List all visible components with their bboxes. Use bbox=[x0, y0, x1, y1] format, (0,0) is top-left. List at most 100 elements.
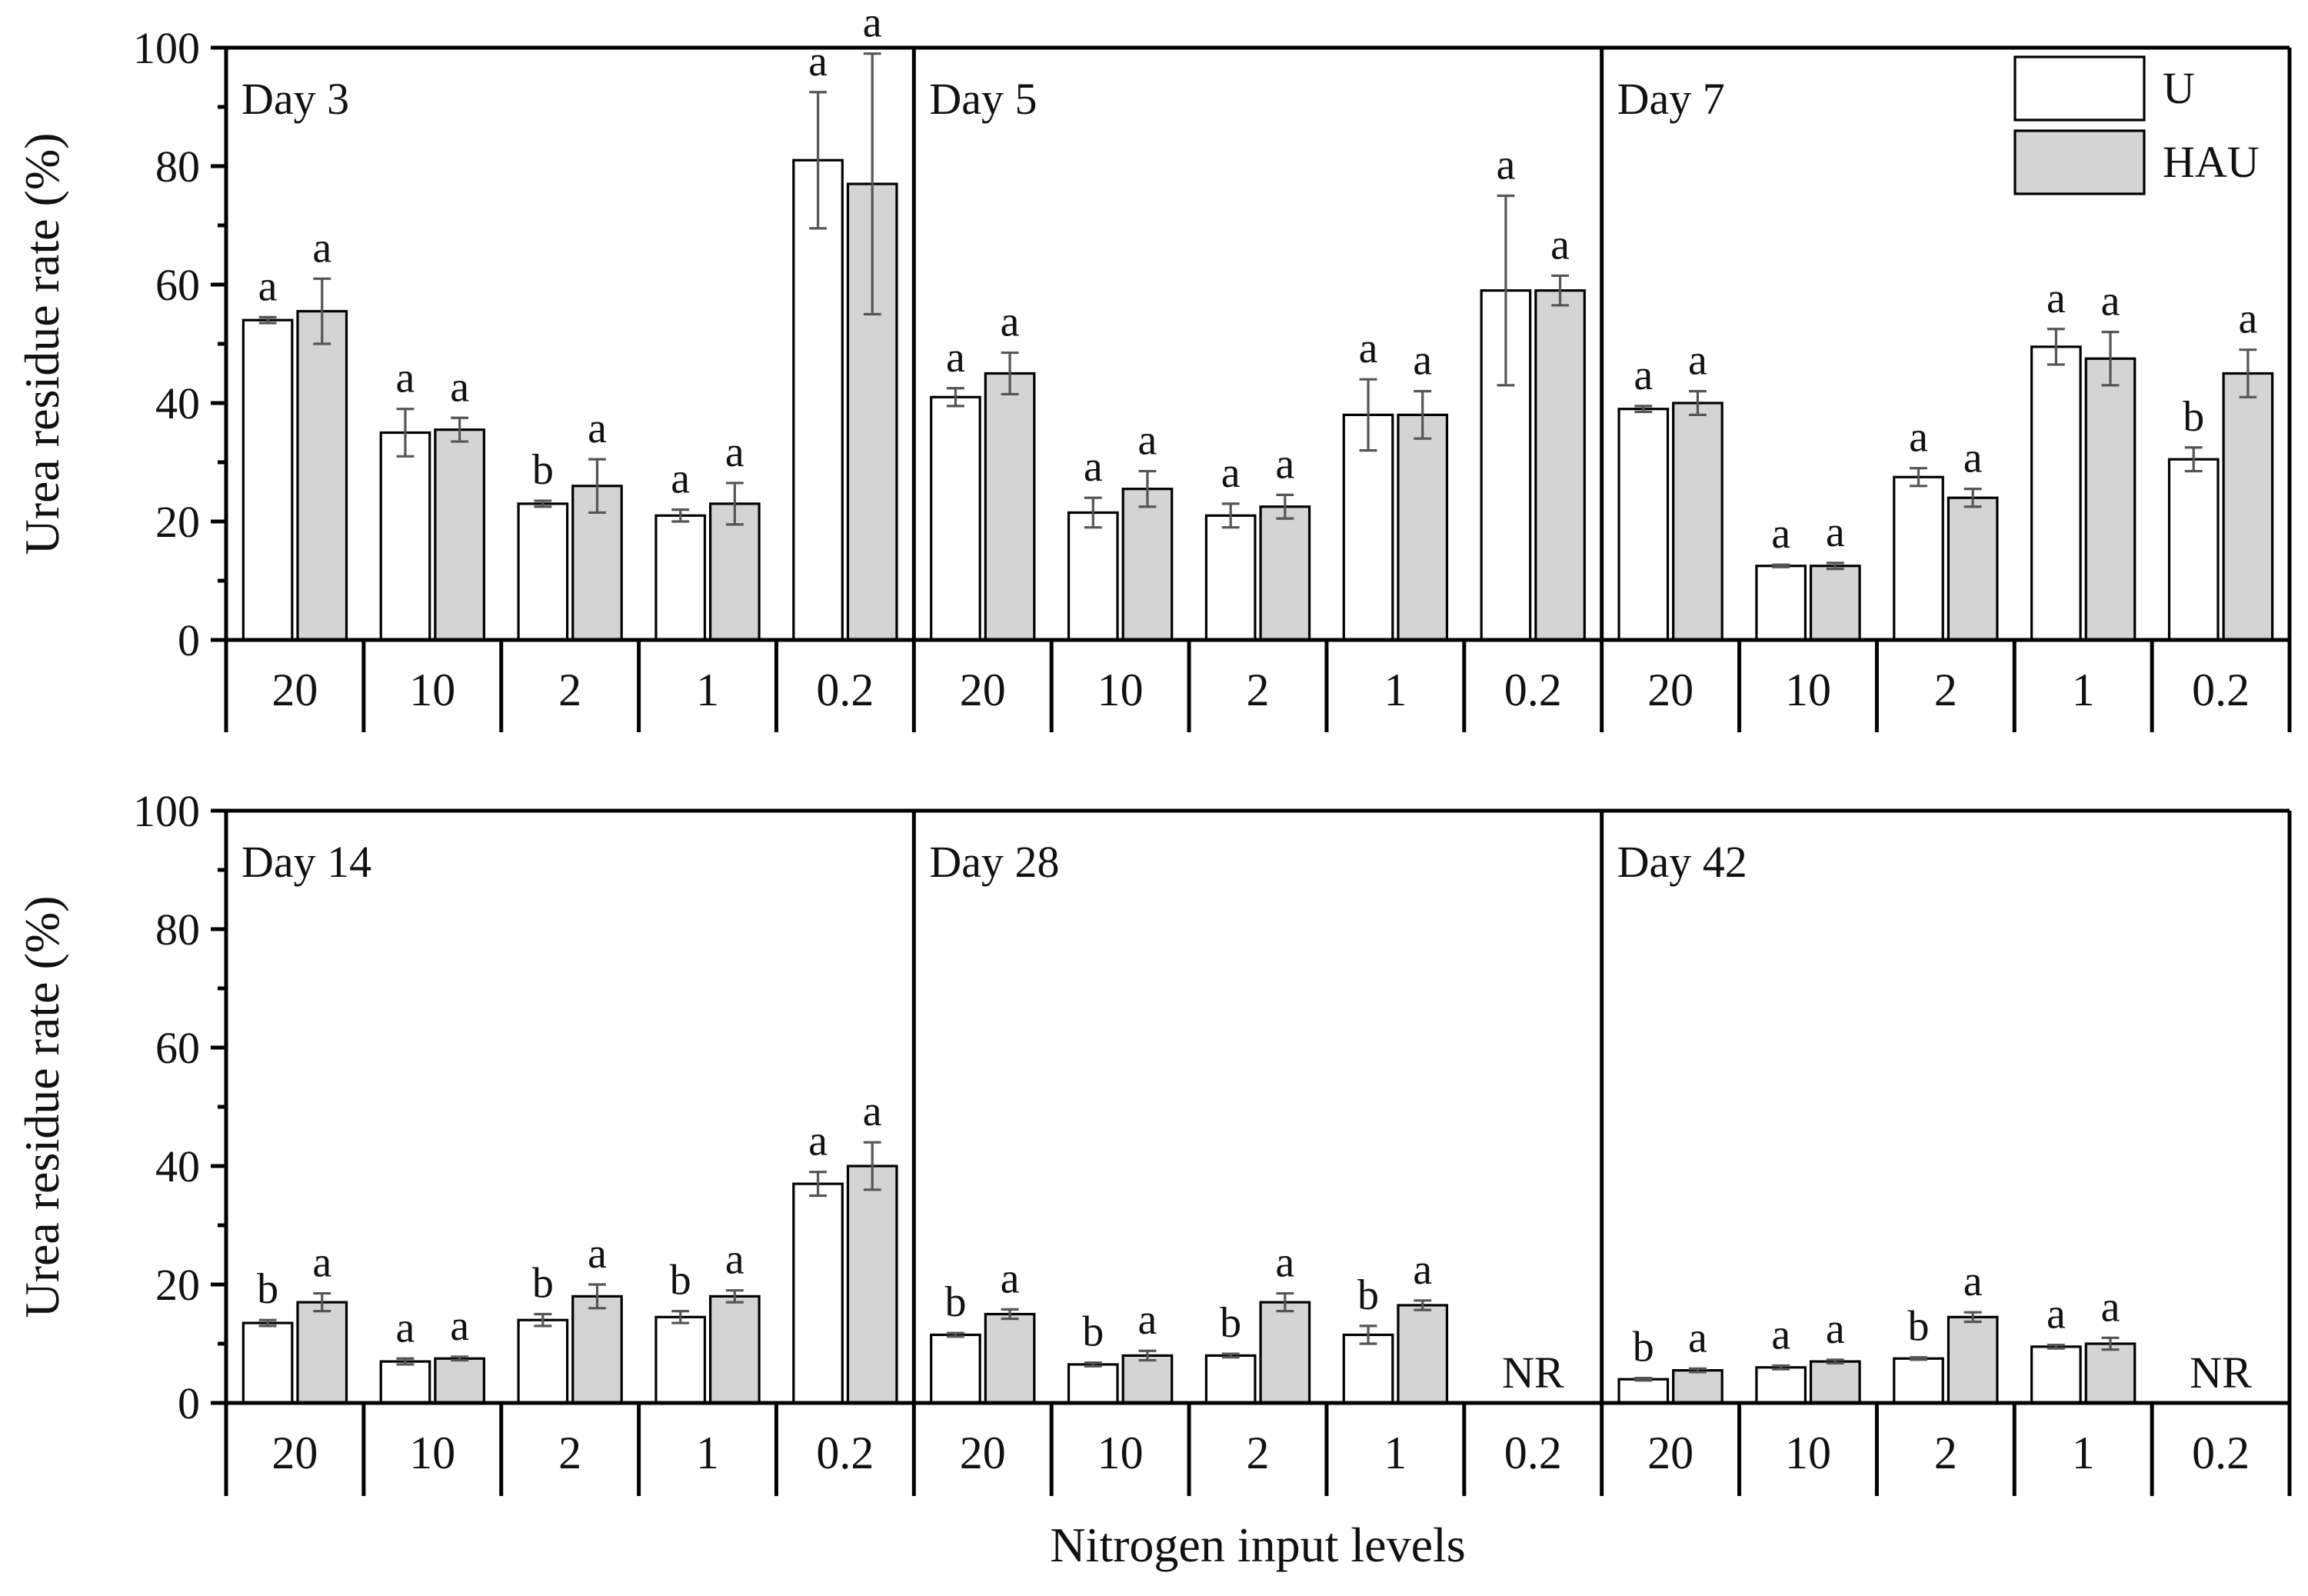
bar-hau bbox=[1809, 1360, 1861, 1404]
x-tick-label: 0.2 bbox=[2192, 1428, 2250, 1478]
bar-hau bbox=[1397, 1304, 1449, 1404]
not-reported-label: NR bbox=[1502, 1348, 1564, 1398]
significance-letter: a bbox=[946, 334, 965, 382]
x-tick-label: 1 bbox=[696, 665, 719, 715]
x-tick-label: 10 bbox=[1785, 665, 1831, 715]
y-tick-label: 20 bbox=[155, 1260, 200, 1310]
significance-letter: a bbox=[1634, 352, 1653, 399]
x-tick-label: 20 bbox=[1647, 665, 1694, 715]
x-tick-label: 10 bbox=[1097, 665, 1144, 715]
significance-letter: a bbox=[312, 1239, 331, 1287]
x-tick-label: 2 bbox=[558, 1428, 581, 1478]
bar-hau bbox=[984, 372, 1036, 641]
significance-letter: a bbox=[312, 224, 331, 272]
bar-u bbox=[517, 1318, 569, 1404]
significance-letter: a bbox=[1275, 1239, 1294, 1287]
bar-hau bbox=[846, 1165, 898, 1404]
significance-letter: a bbox=[2047, 275, 2066, 322]
significance-letter: a bbox=[1826, 1305, 1845, 1353]
panel-title: Day 7 bbox=[1617, 74, 1725, 124]
significance-letter: a bbox=[1413, 337, 1432, 385]
significance-letter: a bbox=[1138, 417, 1157, 465]
x-tick-label: 10 bbox=[409, 1428, 455, 1478]
bar-u bbox=[1067, 511, 1119, 641]
significance-letter: a bbox=[1550, 221, 1570, 268]
bar-u bbox=[1204, 514, 1257, 641]
bar-hau bbox=[434, 428, 485, 641]
significance-letter: a bbox=[2101, 278, 2120, 325]
error-bars-layer bbox=[258, 52, 2257, 1382]
bar-u bbox=[517, 502, 569, 641]
significance-letter: a bbox=[725, 428, 744, 476]
bar-u bbox=[379, 1360, 431, 1404]
significance-letter: a bbox=[450, 1302, 469, 1350]
y-tick-label: 40 bbox=[155, 1141, 200, 1191]
significance-letter: a bbox=[1963, 435, 1983, 482]
significance-letter: b bbox=[1633, 1324, 1654, 1371]
legend-swatch-hau bbox=[2013, 129, 2146, 195]
significance-letter: b bbox=[1357, 1271, 1379, 1319]
bar-u bbox=[1342, 413, 1394, 641]
legend: U HAU bbox=[2013, 55, 2260, 195]
x-tick-label: 20 bbox=[1647, 1428, 1694, 1478]
bar-hau bbox=[571, 1294, 623, 1404]
x-tick-label: 20 bbox=[960, 665, 1006, 715]
bars-layer bbox=[241, 158, 2274, 1404]
x-tick-label: 10 bbox=[1097, 1428, 1144, 1478]
significance-letter: b bbox=[1082, 1308, 1104, 1356]
x-tick-label: 2 bbox=[1934, 1428, 1957, 1478]
significance-letter: a bbox=[1138, 1296, 1157, 1344]
significance-letter: a bbox=[808, 1118, 828, 1165]
bar-u bbox=[1755, 1366, 1807, 1404]
panel-title: Day 5 bbox=[929, 74, 1037, 124]
significance-letter: a bbox=[1771, 510, 1790, 558]
bar-u bbox=[654, 1315, 707, 1404]
x-tick-label: 0.2 bbox=[816, 665, 874, 715]
y-tick-label: 80 bbox=[155, 905, 200, 955]
panel-title: Day 28 bbox=[929, 837, 1059, 887]
x-tick-label: 1 bbox=[2072, 665, 2095, 715]
significance-letter: a bbox=[1221, 449, 1241, 497]
bar-hau bbox=[709, 1294, 761, 1404]
bar-hau bbox=[1259, 505, 1311, 641]
axes-frame-layer bbox=[211, 45, 2292, 1496]
bar-hau bbox=[1121, 1354, 1174, 1404]
x-tick-label: 0.2 bbox=[816, 1428, 874, 1478]
bar-hau bbox=[1259, 1301, 1311, 1404]
bar-u bbox=[2167, 458, 2220, 641]
legend-swatch-u bbox=[2013, 55, 2146, 122]
bar-hau bbox=[2084, 357, 2136, 641]
bar-u bbox=[241, 1321, 294, 1404]
significance-letter: a bbox=[2101, 1283, 2120, 1331]
significance-letter: b bbox=[532, 1260, 554, 1308]
y-tick-label: 0 bbox=[178, 1378, 200, 1428]
y-tick-label: 100 bbox=[133, 23, 200, 73]
bar-u bbox=[930, 1333, 981, 1404]
bar-u bbox=[1204, 1354, 1257, 1404]
x-tick-label: 2 bbox=[558, 665, 581, 715]
bar-u bbox=[1893, 1357, 1944, 1404]
bar-hau bbox=[434, 1357, 485, 1404]
y-axis-title: Urea residue rate (%) bbox=[15, 896, 69, 1318]
bar-u bbox=[379, 431, 431, 641]
bar-hau bbox=[296, 310, 348, 641]
bar-u bbox=[792, 1182, 844, 1404]
significance-letter: a bbox=[1963, 1258, 1983, 1305]
significance-letter: a bbox=[1084, 443, 1103, 491]
x-tick-label: 20 bbox=[271, 665, 318, 715]
significance-letter: a bbox=[2238, 295, 2257, 343]
bar-hau bbox=[1947, 1315, 1999, 1404]
bar-hau bbox=[2084, 1342, 2136, 1404]
bar-u bbox=[2030, 345, 2082, 641]
significance-letter: a bbox=[808, 38, 828, 85]
bar-hau bbox=[1947, 496, 1999, 641]
bar-u bbox=[654, 514, 707, 641]
significance-letter: a bbox=[588, 405, 607, 452]
panel-title: Day 42 bbox=[1617, 837, 1747, 887]
y-tick-label: 60 bbox=[155, 260, 200, 310]
bar-hau bbox=[1672, 401, 1724, 641]
x-tick-label: 10 bbox=[1785, 1428, 1831, 1478]
x-tick-label: 0.2 bbox=[1504, 665, 1562, 715]
y-tick-label: 80 bbox=[155, 142, 200, 192]
